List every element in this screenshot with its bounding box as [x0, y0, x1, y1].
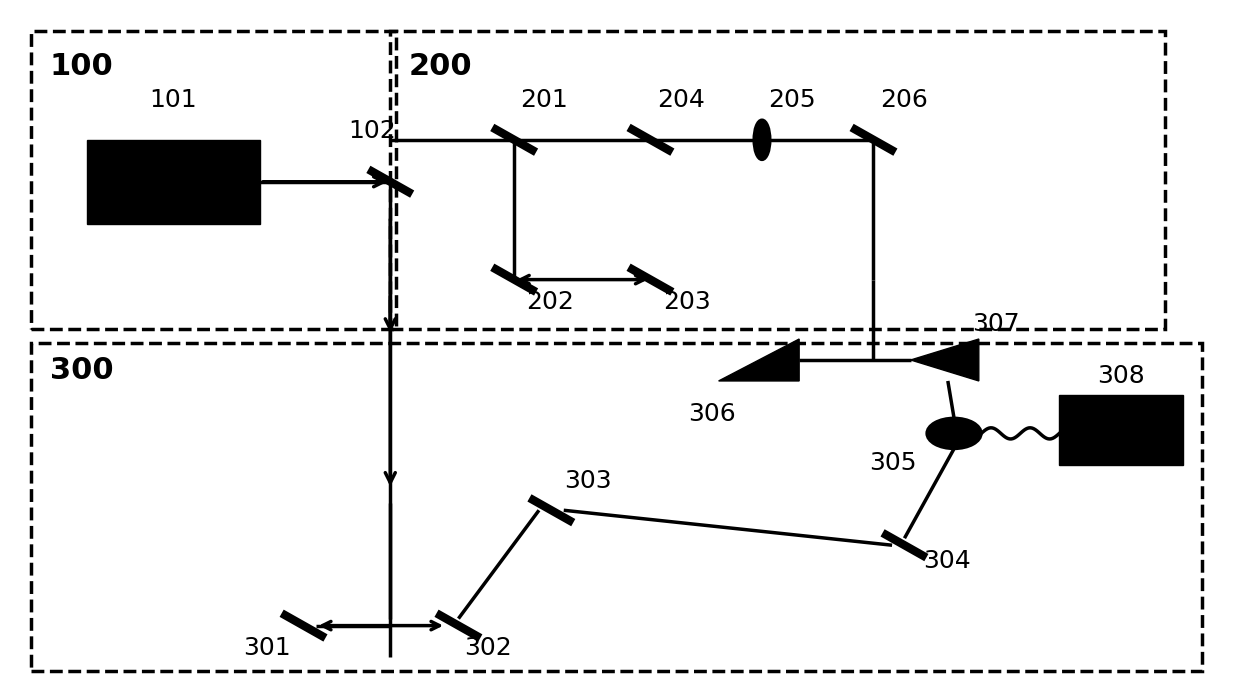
Bar [1059, 395, 1183, 465]
Text: 308: 308 [1098, 364, 1145, 388]
Text: 203: 203 [663, 290, 711, 314]
Text: 300: 300 [50, 356, 113, 385]
Bar [87, 140, 260, 224]
Text: 204: 204 [657, 88, 705, 112]
Text: 306: 306 [689, 402, 736, 426]
Text: 100: 100 [50, 52, 113, 81]
Text: 304: 304 [923, 549, 971, 572]
Text: 307: 307 [973, 312, 1020, 336]
Ellipse shape [755, 120, 769, 159]
Polygon shape [911, 339, 979, 381]
Text: 206: 206 [880, 88, 928, 112]
Circle shape [927, 418, 981, 449]
Text: 202: 202 [527, 290, 575, 314]
Bar [31, 31, 396, 329]
Bar [31, 343, 1202, 671]
Text: 301: 301 [244, 636, 291, 660]
Text: 205: 205 [768, 88, 815, 112]
Polygon shape [719, 339, 799, 381]
Text: 305: 305 [870, 451, 917, 475]
Bar [390, 31, 1165, 329]
Text: 102: 102 [348, 120, 396, 143]
Text: 302: 302 [465, 636, 513, 660]
Text: 200: 200 [409, 52, 472, 81]
Text: 201: 201 [520, 88, 569, 112]
Text: 101: 101 [150, 88, 197, 112]
Text: 303: 303 [564, 469, 611, 493]
